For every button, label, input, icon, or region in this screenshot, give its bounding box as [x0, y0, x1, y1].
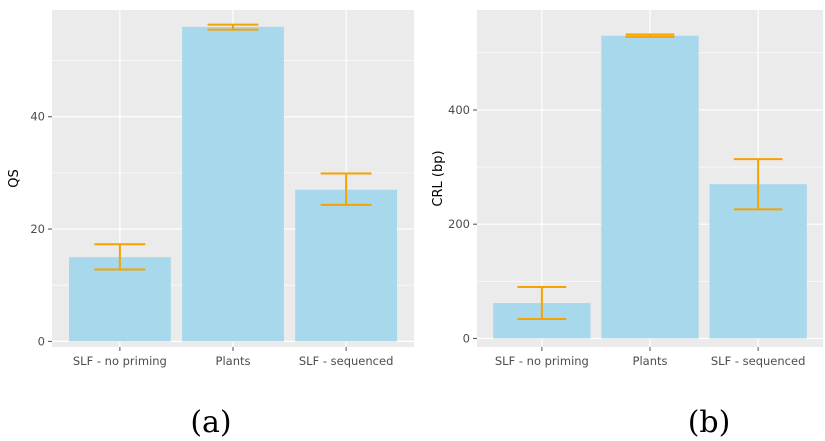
chart-a-x-tick-label: SLF - no priming [73, 354, 167, 368]
chart-a-y-tick-label: 20 [30, 222, 45, 236]
chart-a-error-bar-1 [94, 243, 146, 271]
chart-a-x-tick-label: SLF - sequenced [299, 354, 394, 368]
chart-b-bar-2 [601, 35, 699, 339]
chart-b-y-tick-label: 0 [463, 331, 470, 345]
chart-b-y-tick-label: 400 [448, 103, 470, 117]
chart-a-bar-2 [182, 26, 284, 342]
chart-b-x-tick-label: SLF - no priming [495, 354, 589, 368]
chart-a-x-tick-label: Plants [216, 354, 251, 368]
chart-a-panel-label: (a) [190, 405, 231, 440]
chart-b-error-bar-3 [733, 158, 783, 211]
chart-a-error-bar-2 [207, 23, 259, 31]
chart-a-y-axis-title: QS [7, 169, 22, 187]
chart-b-x-tick-label: SLF - sequenced [711, 354, 806, 368]
chart-a-error-bar-3 [320, 172, 372, 206]
chart-a-qs: 0 20 40 SLF - no priming Plants SLF - sequenc… [7, 10, 414, 440]
chart-b-crl: 0 200 400 SLF - no priming Plants SLF - seque… [431, 10, 823, 440]
chart-b-y-axis-title: CRL (bp) [431, 150, 446, 206]
chart-b-error-bar-2 [625, 33, 675, 38]
chart-b-error-bar-1 [517, 286, 567, 321]
chart-a-y-tick-label: 0 [38, 334, 45, 348]
chart-b-panel-label: (b) [688, 405, 731, 440]
chart-b-x-tick-label: Plants [633, 354, 668, 368]
chart-b-y-tick-label: 200 [448, 217, 470, 231]
chart-a-bar-1 [68, 257, 171, 342]
chart-a-bar-3 [295, 189, 398, 342]
chart-a-y-tick-label: 40 [30, 110, 45, 124]
